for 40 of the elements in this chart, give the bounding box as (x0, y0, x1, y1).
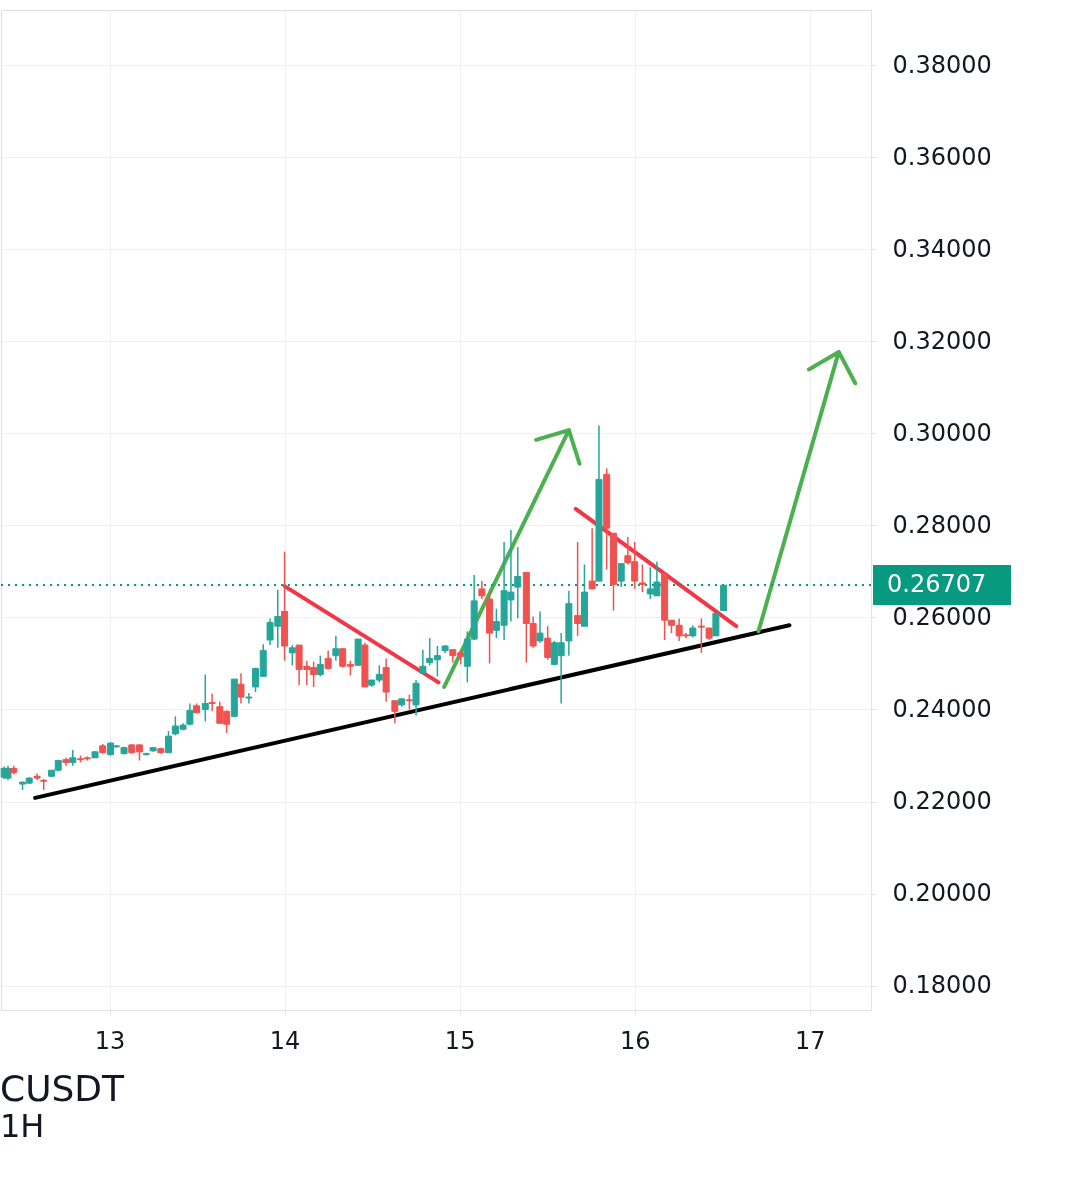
candlestick (316, 654, 324, 678)
ref-line-label: 0.26707 (887, 569, 987, 598)
candlestick (588, 527, 596, 590)
x-tick-label: 16 (619, 1026, 651, 1055)
y-tick-label: 0.18000 (892, 971, 992, 1000)
candlestick (514, 546, 522, 620)
candlestick (165, 730, 173, 754)
x-tick-label: 14 (269, 1026, 301, 1055)
candlestick (617, 562, 625, 588)
y-tick-label: 0.20000 (892, 879, 992, 908)
candlestick (391, 700, 399, 725)
candlestick (412, 679, 420, 717)
y-tick-label: 0.38000 (892, 50, 992, 79)
candlestick (712, 612, 720, 637)
y-tick-label: 0.24000 (892, 694, 992, 723)
candlestick (237, 672, 245, 705)
text: CUSDT (0, 1068, 126, 1109)
line-series (442, 428, 582, 689)
y-tick-label: 0.30000 (892, 418, 992, 447)
y-tick-label: 0.36000 (892, 142, 992, 171)
candlestick (536, 610, 544, 644)
candlestick (544, 625, 552, 661)
candlestick (201, 673, 209, 723)
candlestick (288, 644, 296, 667)
y-tick-label: 0.34000 (892, 234, 992, 263)
y-tick-label: 0.22000 (892, 787, 992, 816)
candlestick (208, 693, 216, 713)
text: 1H (0, 1107, 45, 1145)
x-tick-label: 17 (794, 1026, 826, 1055)
y-tick-label: 0.26000 (892, 602, 992, 631)
x-tick-label: 15 (444, 1026, 476, 1055)
line-series (756, 349, 858, 634)
candlestick (574, 541, 582, 637)
x-tick-label: 13 (94, 1026, 126, 1055)
candlestick (245, 692, 253, 705)
y-tick-label: 0.32000 (892, 326, 992, 355)
candlestick (638, 563, 646, 593)
y-tick-label: 0.28000 (892, 510, 992, 539)
candlestick (419, 648, 427, 676)
candlestick (332, 635, 340, 662)
